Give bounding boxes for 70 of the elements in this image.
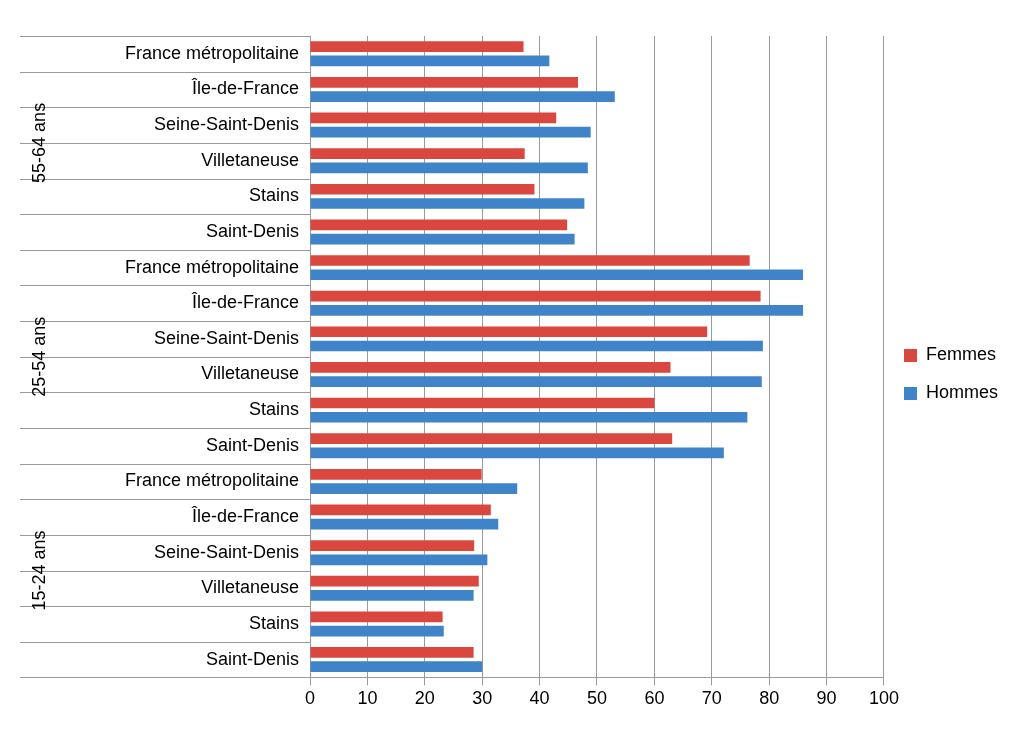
y-tick-label: Île-de-France	[190, 292, 299, 313]
bar	[310, 554, 488, 566]
bar	[310, 504, 491, 516]
bar	[310, 518, 499, 530]
bar	[310, 397, 655, 409]
bar	[310, 340, 763, 352]
bar	[310, 575, 479, 587]
y-tick-label: Saint-Denis	[205, 648, 299, 669]
bar	[310, 447, 724, 459]
x-tick-label: 40	[529, 688, 550, 709]
bar	[310, 269, 804, 281]
y-tick-label: Stains	[248, 612, 299, 633]
bar	[310, 112, 557, 124]
bar	[310, 483, 518, 494]
y-tick-label: France métropolitaine	[124, 470, 299, 491]
x-tick-label: 30	[472, 688, 493, 709]
text: 15-24 ans	[28, 530, 49, 611]
legend-label: Femmes	[925, 344, 997, 365]
y-tick-label: France métropolitaine	[124, 256, 299, 277]
bar	[310, 126, 591, 138]
bar	[310, 148, 525, 159]
y-tick-label: Saint-Denis	[205, 434, 299, 455]
y-tick-label: Villetaneuse	[201, 363, 299, 384]
y-tick-label: Île-de-France	[190, 506, 299, 527]
bar	[310, 91, 615, 102]
bar	[310, 219, 568, 231]
x-tick-label: 20	[414, 688, 435, 709]
text: 25-54 ans	[28, 316, 49, 397]
y-tick-label: Villetaneuse	[201, 577, 299, 598]
y-tick-label: Villetaneuse	[201, 149, 299, 170]
y-tick-label: Saint-Denis	[205, 220, 299, 241]
legend-label: Hommes	[925, 382, 999, 403]
bar	[310, 411, 748, 423]
bar	[310, 76, 579, 88]
x-tick-label: 80	[759, 688, 780, 709]
bar	[310, 183, 535, 195]
bar	[310, 326, 708, 338]
x-tick-label: 50	[586, 688, 608, 709]
x-tick-label: 60	[644, 688, 665, 709]
text: 55-64 ans	[28, 102, 49, 183]
x-tick-label: 0	[304, 688, 316, 709]
bar	[310, 198, 585, 209]
bar	[310, 590, 474, 601]
x-tick-label: 90	[816, 688, 837, 709]
bar	[310, 611, 443, 623]
y-tick-label: Stains	[248, 399, 299, 420]
bar	[310, 661, 483, 673]
y-tick-label: Seine-Saint-Denis	[153, 327, 299, 348]
bar	[310, 362, 671, 373]
bar	[310, 647, 474, 658]
bar	[310, 55, 550, 67]
bar	[310, 468, 482, 480]
y-tick-label: Stains	[248, 185, 299, 206]
x-tick-label: 70	[701, 688, 722, 709]
bar	[310, 41, 524, 53]
bar	[310, 433, 673, 444]
y-tick-label: Île-de-France	[190, 78, 299, 99]
x-tick-label: 10	[357, 688, 378, 709]
y-tick-label: Seine-Saint-Denis	[153, 541, 299, 562]
bar	[310, 233, 575, 245]
bar	[310, 625, 444, 637]
y-tick-label: Seine-Saint-Denis	[153, 114, 299, 135]
bar	[310, 376, 762, 387]
x-tick-label: 100	[868, 688, 900, 709]
bar	[310, 290, 761, 302]
bar	[310, 255, 750, 266]
bar	[310, 162, 588, 174]
bar	[310, 540, 475, 551]
bar	[310, 305, 804, 316]
y-tick-label: France métropolitaine	[124, 42, 299, 63]
